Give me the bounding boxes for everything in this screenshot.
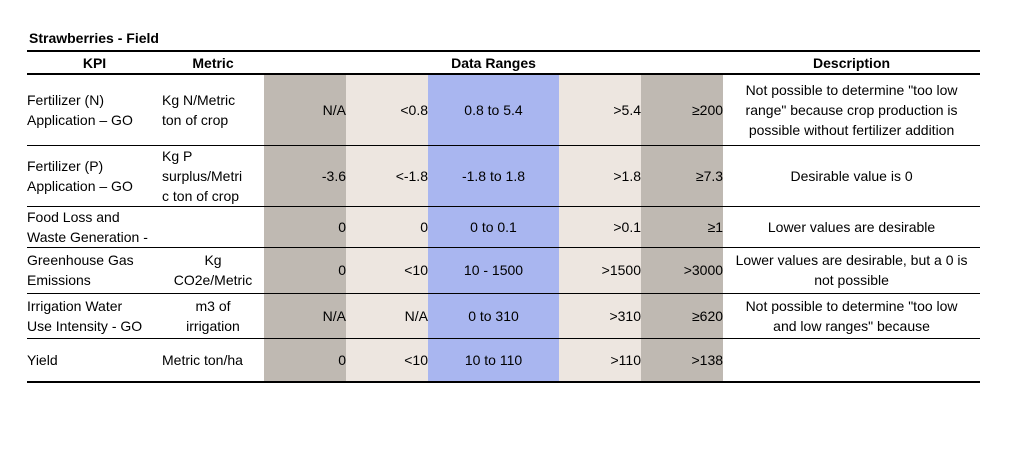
- table-row: Yield Metric ton/ha 0 <10 10 to 110 >110 >138: [27, 338, 981, 383]
- text-line: Application – GO: [27, 111, 133, 128]
- header-kpi: KPI: [27, 50, 162, 75]
- header-data-ranges: Data Ranges: [264, 50, 724, 75]
- text-line: Application – GO: [27, 177, 133, 194]
- range-cell: 0 to 0.1: [428, 206, 559, 248]
- metric-cell: Metric ton/ha: [162, 338, 264, 383]
- range-cell: N/A: [264, 74, 346, 146]
- header-metric: Metric: [162, 50, 264, 75]
- text-line: Kg: [204, 252, 222, 268]
- text-line: Not possible to determine "too low: [745, 297, 958, 314]
- range-cell: >3000: [641, 247, 724, 294]
- kpi-cell: Greenhouse Gas Emissions: [27, 247, 162, 294]
- metric-cell: Kg CO2e/Metric: [162, 247, 264, 294]
- description-cell: Lower values are desirable, but a 0 is no…: [723, 247, 981, 294]
- range-cell: N/A: [346, 293, 428, 339]
- text-line: Yield: [27, 351, 58, 368]
- text-line: Fertilizer (P): [27, 157, 104, 174]
- kpi-cell: Yield: [27, 338, 162, 383]
- text-line: possible without fertilizer addition: [748, 121, 955, 138]
- text-line: Lower values are desirable, but a 0 is: [735, 252, 968, 268]
- range-cell: >1500: [559, 247, 641, 294]
- description-cell: Lower values are desirable: [723, 206, 981, 248]
- description-cell: [723, 338, 981, 383]
- text-line: Kg N/Metric: [162, 91, 236, 108]
- text-line: Desirable value is 0: [790, 167, 913, 184]
- text-line: Irrigation Water: [27, 297, 123, 314]
- range-cell: ≥1: [641, 206, 724, 248]
- range-cell: N/A: [264, 293, 346, 339]
- text-line: Greenhouse Gas: [27, 252, 134, 268]
- kpi-cell: Fertilizer (N) Application – GO: [27, 74, 162, 146]
- text-line: Waste Generation -: [27, 228, 148, 245]
- range-cell: 0: [264, 247, 346, 294]
- range-cell: ≥200: [641, 74, 724, 146]
- text-line: surplus/Metri: [162, 167, 243, 184]
- range-cell: <-1.8: [346, 145, 428, 207]
- text-line: and low ranges" because: [773, 317, 930, 334]
- text-line: ton of crop: [162, 111, 229, 128]
- text-line: irrigation: [186, 317, 240, 334]
- header-description: Description: [723, 50, 981, 75]
- header-row: KPI Metric Data Ranges Description: [27, 50, 981, 75]
- kpi-cell: Fertilizer (P) Application – GO: [27, 145, 162, 207]
- kpi-cell: Food Loss and Waste Generation -: [27, 206, 162, 248]
- text-line: Fertilizer (N): [27, 91, 104, 108]
- text-line: m3 of: [195, 297, 231, 314]
- table-row: Greenhouse Gas Emissions Kg CO2e/Metric 0 <10…: [27, 247, 981, 294]
- table-row: Irrigation Water Use Intensity - GO m3 of i…: [27, 293, 981, 339]
- text-line: not possible: [814, 272, 889, 288]
- range-cell: ≥7.3: [641, 145, 724, 207]
- text-line: Use Intensity - GO: [27, 317, 143, 334]
- text-line: c ton of crop: [162, 187, 240, 204]
- range-cell: 10 - 1500: [428, 247, 559, 294]
- kpi-table: KPI Metric Data Ranges Description Ferti…: [27, 50, 981, 383]
- metric-cell: m3 of irrigation: [162, 293, 264, 339]
- text-line: CO2e/Metric: [173, 272, 253, 288]
- range-cell: 0: [264, 206, 346, 248]
- range-cell: <10: [346, 247, 428, 294]
- description-cell: Desirable value is 0: [723, 145, 981, 207]
- text-line: Food Loss and: [27, 208, 120, 225]
- range-cell: >1.8: [559, 145, 641, 207]
- text-line: Kg P: [162, 147, 193, 164]
- range-cell: 0 to 310: [428, 293, 559, 339]
- range-cell: 0: [346, 206, 428, 248]
- description-cell: Not possible to determine "too low range"…: [723, 74, 981, 146]
- range-cell: <10: [346, 338, 428, 383]
- table-row: Fertilizer (P) Application – GO Kg P surplu…: [27, 145, 981, 207]
- metric-cell: Kg N/Metric ton of crop: [162, 74, 264, 146]
- metric-cell: Kg P surplus/Metri c ton of crop: [162, 145, 264, 207]
- range-cell: 0.8 to 5.4: [428, 74, 559, 146]
- range-cell: -1.8 to 1.8: [428, 145, 559, 207]
- range-cell: >310: [559, 293, 641, 339]
- range-cell: 10 to 110: [428, 338, 559, 383]
- text-line: Lower values are desirable: [767, 218, 936, 235]
- range-cell: >110: [559, 338, 641, 383]
- text-line: Not possible to determine "too low: [745, 81, 958, 98]
- range-cell: >5.4: [559, 74, 641, 146]
- range-cell: >0.1: [559, 206, 641, 248]
- text-line: Emissions: [27, 272, 91, 288]
- sheet-title: Strawberries - Field: [29, 30, 159, 46]
- table-row: Fertilizer (N) Application – GO Kg N/Metri…: [27, 74, 981, 146]
- kpi-cell: Irrigation Water Use Intensity - GO: [27, 293, 162, 339]
- range-cell: <0.8: [346, 74, 428, 146]
- description-cell: Not possible to determine "too low and lo…: [723, 293, 981, 339]
- text-line: Metric ton/ha: [162, 351, 243, 368]
- range-cell: ≥620: [641, 293, 724, 339]
- range-cell: -3.6: [264, 145, 346, 207]
- range-cell: 0: [264, 338, 346, 383]
- text-line: range" because crop production is: [745, 101, 958, 118]
- metric-cell: [162, 206, 264, 248]
- range-cell: >138: [641, 338, 724, 383]
